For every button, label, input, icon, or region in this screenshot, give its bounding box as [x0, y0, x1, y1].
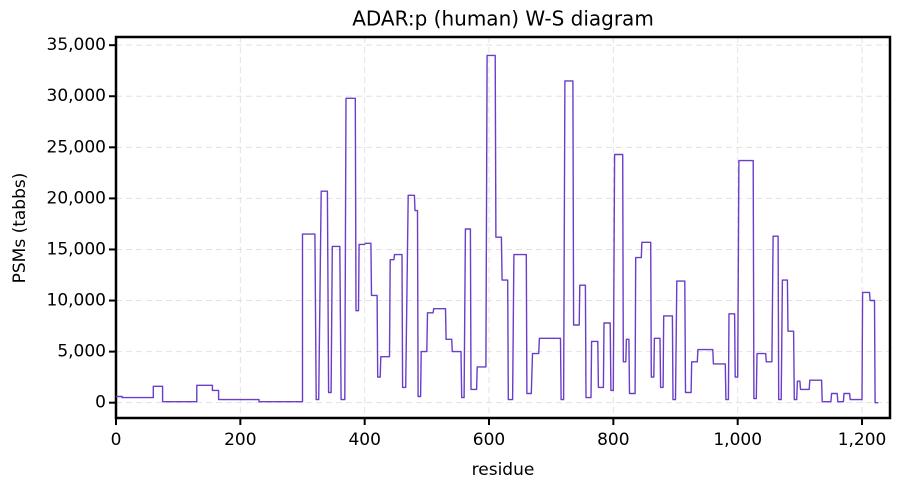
x-axis-label: residue — [472, 460, 535, 480]
x-tick-label: 600 — [473, 430, 505, 450]
y-tick-label: 20,000 — [47, 188, 106, 208]
y-tick-label: 0 — [95, 393, 106, 413]
y-tick-label: 35,000 — [47, 35, 106, 55]
x-tick-label: 1,000 — [713, 430, 762, 450]
chart-title: ADAR:p (human) W-S diagram — [352, 7, 654, 31]
y-tick-label: 10,000 — [47, 291, 106, 311]
x-tick-label: 800 — [597, 430, 629, 450]
data-line — [116, 54, 879, 404]
x-tick-label: 200 — [224, 430, 256, 450]
x-tick-label: 0 — [111, 430, 122, 450]
y-tick-label: 30,000 — [47, 86, 106, 106]
y-tick-label: 5,000 — [57, 342, 106, 362]
x-tick-label: 400 — [348, 430, 380, 450]
x-tick-label: 1,200 — [838, 430, 887, 450]
y-tick-label: 25,000 — [47, 137, 106, 157]
y-axis-label: PSMs (tabbs) — [10, 173, 30, 284]
plot-frame — [114, 35, 892, 420]
y-tick-label: 15,000 — [47, 239, 106, 259]
